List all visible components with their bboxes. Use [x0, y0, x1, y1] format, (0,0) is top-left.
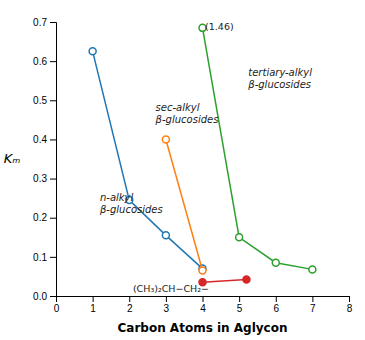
- tick-mark: [129, 296, 130, 302]
- tick-mark: [276, 296, 277, 302]
- tick: 3: [164, 296, 170, 314]
- annotation-line: sec-alkyl: [156, 102, 200, 113]
- annotation-line: (CH₃)₂CH−CH₂−: [133, 282, 209, 293]
- tick-label: 0: [54, 303, 60, 314]
- tick-label: 1: [90, 303, 96, 314]
- tick: 0.4: [33, 134, 56, 145]
- series: [162, 136, 206, 274]
- tick: 7: [310, 296, 316, 314]
- series-line: [203, 28, 313, 270]
- tick-label: 0.1: [33, 252, 47, 263]
- tick-mark: [50, 179, 56, 180]
- tick-mark: [50, 139, 56, 140]
- point: [243, 276, 250, 283]
- annotations: n-alkylβ-glucosidessec-alkylβ-glucosides…: [99, 21, 312, 293]
- tick: 0.7: [33, 17, 56, 28]
- series-line: [166, 139, 203, 270]
- tick-label: 0.7: [33, 17, 47, 28]
- tick-mark: [203, 296, 204, 302]
- point: [236, 234, 243, 241]
- point: [162, 232, 169, 239]
- point: [309, 266, 316, 273]
- tick: 5: [237, 296, 243, 314]
- tick-label: 0.6: [33, 56, 47, 67]
- tick-mark: [50, 218, 56, 219]
- tick: 0: [54, 296, 60, 314]
- annotation-line: β-glucosides: [155, 114, 219, 125]
- tick: 0.6: [33, 56, 56, 67]
- tick: 0.1: [33, 252, 56, 263]
- tick: 2: [127, 296, 133, 314]
- tick-label: 8: [347, 303, 353, 314]
- y-axis: 0.0 0.1 0.2 0.3 0.4 0.5 0.6 0.7: [33, 17, 56, 302]
- tick-label: 3: [164, 303, 170, 314]
- tick: 1: [90, 296, 96, 314]
- series-line: [203, 280, 247, 283]
- chart: 0 1 2 3 4 5 6 7 8 0.0 0.1 0.2 0.3 0.4 0.5 0.6 0.7 n-alkyl…: [0, 0, 365, 340]
- annotation-line: (1.46): [205, 21, 234, 32]
- tick-mark: [50, 257, 56, 258]
- tick-mark: [166, 296, 167, 302]
- tick: 8: [347, 296, 353, 314]
- x-axis-title: Carbon Atoms in Aglycon: [117, 321, 287, 335]
- tick-mark: [93, 296, 94, 302]
- tick: 0.0: [33, 291, 56, 302]
- tick-mark: [50, 61, 56, 62]
- tick: 0.5: [33, 95, 56, 106]
- series-line: [93, 51, 203, 268]
- annotation-line: β-glucosides: [99, 204, 163, 215]
- tick-mark: [50, 100, 56, 101]
- tick-label: 0.3: [33, 173, 47, 184]
- axis-line: [57, 297, 350, 303]
- plot: 0 1 2 3 4 5 6 7 8 0.0 0.1 0.2 0.3 0.4 0.5 0.6 0.7 n-alkyl…: [33, 17, 353, 314]
- annotation-line: n-alkyl: [100, 192, 134, 203]
- tick-label: 0.0: [33, 291, 47, 302]
- tick-label: 7: [310, 303, 316, 314]
- tick-mark: [50, 296, 56, 297]
- tick: 0.2: [33, 212, 56, 223]
- series: [89, 48, 206, 272]
- x-axis: 0 1 2 3 4 5 6 7 8: [54, 296, 353, 314]
- tick-label: 5: [237, 303, 243, 314]
- tick-mark: [349, 296, 350, 302]
- tick-mark: [50, 22, 56, 23]
- tick-label: 6: [273, 303, 279, 314]
- axis-line: [50, 23, 57, 297]
- series: [199, 24, 316, 273]
- point: [162, 136, 169, 143]
- tick-label: 4: [200, 303, 206, 314]
- point: [199, 267, 206, 274]
- annotation: n-alkylβ-glucosides: [99, 192, 163, 215]
- annotation: (CH₃)₂CH−CH₂−: [133, 282, 209, 293]
- tick-label: 2: [127, 303, 133, 314]
- annotation: tertiary-alkylβ-glucosides: [247, 67, 312, 90]
- tick: 4: [200, 296, 206, 314]
- tick-mark: [239, 296, 240, 302]
- annotation: sec-alkylβ-glucosides: [155, 102, 219, 125]
- y-axis-title: Kₘ: [4, 151, 21, 166]
- point: [272, 259, 279, 266]
- annotation-line: β-glucosides: [247, 79, 311, 90]
- annotation: (1.46): [205, 21, 234, 32]
- marks: [89, 24, 316, 285]
- tick-mark: [312, 296, 313, 302]
- annotation-line: tertiary-alkyl: [248, 67, 312, 78]
- tick: 0.3: [33, 173, 56, 184]
- tick-label: 0.5: [33, 95, 47, 106]
- point: [89, 48, 96, 55]
- tick-label: 0.2: [33, 212, 47, 223]
- tick: 6: [273, 296, 279, 314]
- tick-label: 0.4: [33, 134, 47, 145]
